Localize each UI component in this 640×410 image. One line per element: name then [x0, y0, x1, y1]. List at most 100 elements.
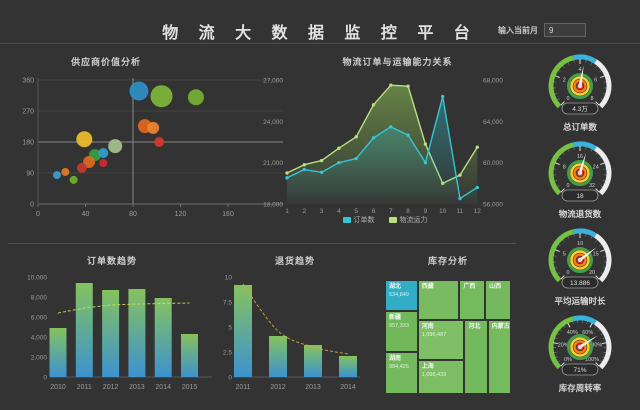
treemap-block-name: 广西: [463, 284, 476, 290]
orders-capacity-line-chart: 18,000 21,000 24,000 27,000 56,000 60,000 64,0…: [250, 52, 520, 219]
svg-text:32: 32: [589, 183, 595, 189]
line-chart-title: 物流订单与运输能力关系: [342, 57, 453, 67]
treemap-block-name: 河北: [468, 323, 481, 330]
treemap-block-name: 湖北: [389, 284, 402, 290]
svg-text:20%: 20%: [558, 342, 569, 348]
orders-trend-title: 订单数趋势: [86, 256, 137, 266]
line-chart-legend: 订单数 物流运力: [280, 215, 490, 225]
treemap-block-内蒙古[interactable]: 内蒙古: [487, 319, 511, 394]
orders-trend-panel: 订单数趋势 0 2,000 4,000 6,000 8,000 10,000 2010 201…: [16, 248, 218, 406]
treemap-block-河北[interactable]: 河北: [464, 319, 488, 394]
treemap-block-name: 湖南: [389, 355, 402, 362]
svg-text:0: 0: [566, 96, 569, 102]
svg-text:27,000: 27,000: [263, 78, 283, 85]
treemap-block-name: 内蒙古: [491, 323, 510, 330]
svg-text:71%: 71%: [573, 367, 586, 374]
treemap-block-山西[interactable]: 山西: [485, 280, 511, 320]
treemap-block-湖南[interactable]: 湖南 984,425: [385, 351, 418, 394]
treemap-block-湖北[interactable]: 湖北 534,849: [385, 280, 418, 311]
svg-text:0%: 0%: [564, 357, 572, 363]
bubble-chart-title: 供应商价值分析: [70, 57, 141, 67]
svg-text:6: 6: [372, 208, 376, 214]
svg-text:24,000: 24,000: [263, 119, 283, 126]
svg-text:2015: 2015: [182, 384, 198, 391]
treemap-block-value: 984,425: [389, 363, 409, 370]
svg-text:60,000: 60,000: [483, 160, 503, 167]
treemap-block-河南[interactable]: 河南 1,096,487: [417, 319, 465, 360]
svg-text:2012: 2012: [103, 384, 119, 391]
gauge-label: 总订单数: [562, 122, 597, 132]
svg-text:1: 1: [285, 208, 289, 214]
legend-swatch-icon: [342, 217, 351, 223]
month-input-label: 输入当前月: [498, 25, 538, 35]
svg-text:2010: 2010: [50, 384, 66, 391]
treemap-block-广西[interactable]: 广西: [459, 280, 486, 320]
svg-text:360: 360: [22, 78, 34, 85]
inventory-panel: 库存分析 湖北 534,849 新疆 957,333 湖南 984,425 西藏 广西 山西 河南…: [385, 248, 513, 400]
treemap-block-上海[interactable]: 上海 1,096,433: [417, 359, 465, 394]
orders-capacity-panel: 物流订单与运输能力关系 18,000 21,000 24,000 27,000 56,0…: [250, 52, 520, 244]
svg-text:2,000: 2,000: [31, 355, 48, 362]
svg-text:270: 270: [22, 109, 34, 116]
svg-text:10: 10: [439, 208, 447, 214]
svg-text:21,000: 21,000: [263, 160, 283, 167]
treemap-block-name: 山西: [489, 284, 502, 290]
supplier-value-panel: 供应商价值分析 0 90 180 270 360 0 40 80 120 160: [18, 52, 290, 244]
svg-text:80%: 80%: [591, 342, 602, 348]
svg-text:13.886: 13.886: [570, 280, 590, 287]
gauge-物流退货数: 0 8 16 24 32 18 物流退货数: [524, 137, 636, 220]
treemap-block-value: 1,096,433: [421, 371, 447, 378]
legend-item-订单数[interactable]: 订单数: [342, 215, 375, 225]
svg-text:6: 6: [594, 77, 597, 83]
inventory-title: 库存分析: [427, 256, 468, 266]
svg-text:3: 3: [320, 208, 324, 214]
svg-text:10,000: 10,000: [27, 275, 47, 282]
svg-text:2014: 2014: [340, 384, 356, 391]
svg-text:18: 18: [576, 193, 584, 200]
svg-text:2: 2: [302, 208, 306, 214]
svg-text:6,000: 6,000: [31, 315, 48, 322]
svg-text:0: 0: [36, 211, 40, 218]
svg-text:0: 0: [566, 270, 569, 276]
treemap-block-value: 534,849: [389, 292, 409, 298]
svg-text:8: 8: [563, 164, 566, 170]
svg-text:40%: 40%: [567, 330, 578, 336]
supplier-value-bubble-chart: 0 90 180 270 360 0 40 80 120 160: [18, 52, 290, 249]
treemap-block-value: 957,333: [389, 322, 409, 329]
svg-text:7: 7: [389, 208, 393, 214]
svg-text:9: 9: [424, 208, 428, 214]
mid-divider: [8, 243, 516, 244]
svg-text:20: 20: [589, 270, 595, 276]
svg-text:160: 160: [222, 211, 234, 218]
month-input[interactable]: [544, 23, 586, 37]
svg-text:68,000: 68,000: [483, 78, 503, 85]
svg-text:10: 10: [225, 275, 233, 282]
svg-text:5: 5: [563, 251, 566, 257]
gauge-总订单数: 0 2 4 6 8 4.3万 总订单数: [524, 50, 636, 133]
svg-text:4.3万: 4.3万: [572, 105, 588, 113]
svg-text:18,000: 18,000: [263, 202, 283, 209]
gauge-平均运输时长: 0 5 10 15 20 13.886 平均运输时长: [524, 224, 636, 307]
gauge-label: 平均运输时长: [554, 296, 606, 306]
treemap-block-name: 西藏: [421, 284, 434, 290]
svg-text:40: 40: [82, 211, 90, 218]
svg-text:2013: 2013: [129, 384, 145, 391]
legend-swatch-icon: [388, 217, 397, 223]
svg-text:120: 120: [175, 211, 187, 218]
svg-text:4: 4: [337, 208, 341, 214]
treemap-block-西藏[interactable]: 西藏: [417, 280, 460, 320]
svg-text:2014: 2014: [155, 384, 171, 391]
svg-text:0: 0: [566, 183, 569, 189]
treemap-block-name: 上海: [421, 363, 434, 370]
svg-text:24: 24: [593, 164, 599, 170]
legend-item-物流运力[interactable]: 物流运力: [388, 215, 428, 225]
svg-text:15: 15: [593, 251, 599, 257]
treemap-block-新疆[interactable]: 新疆 957,333: [385, 310, 418, 352]
header-divider: [0, 43, 640, 45]
gauge-column: 0 2 4 6 8 4.3万 总订单数 0 8 16 24 32 18 物流退货数 0 5 10 15 20 13.8…: [524, 50, 636, 406]
svg-text:2.5: 2.5: [223, 350, 232, 357]
returns-trend-panel: 退货趋势 0 2.5 5 7.5 10 2011 2012 2013 2014: [220, 248, 384, 406]
svg-text:64,000: 64,000: [483, 119, 503, 126]
svg-text:180: 180: [22, 140, 34, 147]
legend-label: 订单数: [353, 217, 375, 224]
